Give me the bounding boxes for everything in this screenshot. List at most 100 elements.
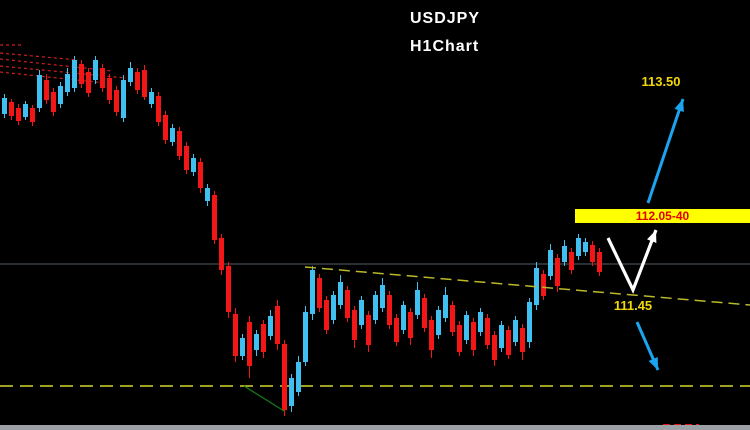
- arrow-down-break-head: [648, 357, 658, 370]
- candle-body: [359, 300, 364, 325]
- candle-body: [86, 72, 91, 93]
- candle-body: [9, 102, 14, 116]
- candle-body: [233, 314, 238, 356]
- candle-body: [296, 362, 301, 392]
- candle-body: [450, 305, 455, 332]
- candle-body: [44, 80, 49, 100]
- arrow-up-to-113-50: [646, 98, 685, 204]
- candle-body: [443, 295, 448, 318]
- candle-body: [478, 312, 483, 332]
- candle-body: [527, 302, 532, 342]
- candle-body: [352, 310, 357, 340]
- candle-body: [520, 328, 525, 352]
- candle-body: [569, 252, 574, 270]
- window-edge: [0, 425, 750, 430]
- resistance-zone-label: 112.05-40: [635, 209, 690, 223]
- candle-body: [422, 298, 427, 328]
- candle-body: [226, 266, 231, 312]
- candle-body: [401, 305, 406, 330]
- candle-body: [583, 242, 588, 252]
- timeframe-title: H1Chart: [410, 38, 480, 55]
- candle-body: [282, 344, 287, 410]
- candle-body: [107, 78, 112, 100]
- candle-body: [471, 322, 476, 350]
- candle-body: [184, 146, 189, 170]
- candle-body: [79, 64, 84, 84]
- candle-body: [310, 270, 315, 314]
- candle-body: [436, 310, 441, 335]
- candle-body: [93, 60, 98, 80]
- candle-body: [338, 282, 343, 305]
- candle-body: [156, 96, 161, 122]
- candle-body: [128, 68, 133, 82]
- candle-body: [114, 90, 119, 112]
- candle-body: [408, 312, 413, 338]
- green-trendline: [243, 385, 285, 412]
- candle-body: [2, 98, 7, 114]
- candle-body: [303, 312, 308, 362]
- candle-body: [72, 60, 77, 88]
- candle-body: [30, 108, 35, 122]
- candle-body: [548, 250, 553, 276]
- candle-body: [317, 278, 322, 308]
- candle-body: [198, 162, 203, 188]
- candle-body: [597, 252, 602, 272]
- candle-body: [373, 295, 378, 320]
- candle-body: [219, 238, 224, 270]
- candle-body: [464, 315, 469, 340]
- candle-body: [429, 320, 434, 350]
- arrow-white-pullback-v-head: [647, 230, 657, 243]
- candle-body: [506, 330, 511, 355]
- candle-body: [247, 322, 252, 366]
- candle-body: [240, 338, 245, 356]
- descending-trendline: [304, 266, 750, 306]
- candle-body: [562, 246, 567, 262]
- candle-body: [37, 75, 42, 108]
- candle-body: [23, 104, 28, 117]
- resistance-zone-band: 112.05-40: [575, 209, 750, 223]
- candle-body: [492, 335, 497, 360]
- target-price-label: 113.50: [641, 74, 681, 89]
- candle-body: [170, 128, 175, 142]
- candle-body: [513, 320, 518, 342]
- candle-body: [121, 80, 126, 118]
- candle-body: [394, 318, 399, 342]
- candle-body: [590, 245, 595, 262]
- candle-body: [415, 290, 420, 315]
- candle-body: [100, 68, 105, 88]
- candle-body: [142, 70, 147, 97]
- candle-body: [387, 295, 392, 325]
- candle-body: [16, 108, 21, 121]
- candle-body: [485, 318, 490, 345]
- candle-body: [58, 86, 63, 104]
- candle-body: [205, 188, 210, 201]
- candle-body: [135, 72, 140, 90]
- candle-body: [345, 290, 350, 318]
- fan-line-4: [0, 65, 127, 79]
- candle-body: [149, 92, 154, 104]
- candle-body: [380, 285, 385, 308]
- candle-body: [541, 274, 546, 296]
- candle-body: [576, 238, 581, 256]
- candle-body: [331, 295, 336, 320]
- candle-body: [261, 324, 266, 352]
- candle-body: [499, 325, 504, 348]
- candle-body: [366, 315, 371, 345]
- candle-body: [289, 378, 294, 406]
- candle-body: [268, 316, 273, 336]
- candle-body: [324, 300, 329, 330]
- candle-body: [51, 92, 56, 112]
- candle-body: [275, 306, 280, 344]
- fan-line-3: [0, 58, 113, 72]
- support-price-label: 111.45: [613, 298, 653, 313]
- candle-body: [457, 325, 462, 352]
- candle-body: [555, 258, 560, 286]
- candle-body: [163, 115, 168, 140]
- arrow-white-pullback-v: [606, 229, 658, 295]
- candle-body: [191, 158, 196, 172]
- symbol-title: USDJPY: [410, 10, 481, 27]
- candle-body: [65, 74, 70, 92]
- candle-body: [534, 268, 539, 305]
- candle-body: [212, 195, 217, 240]
